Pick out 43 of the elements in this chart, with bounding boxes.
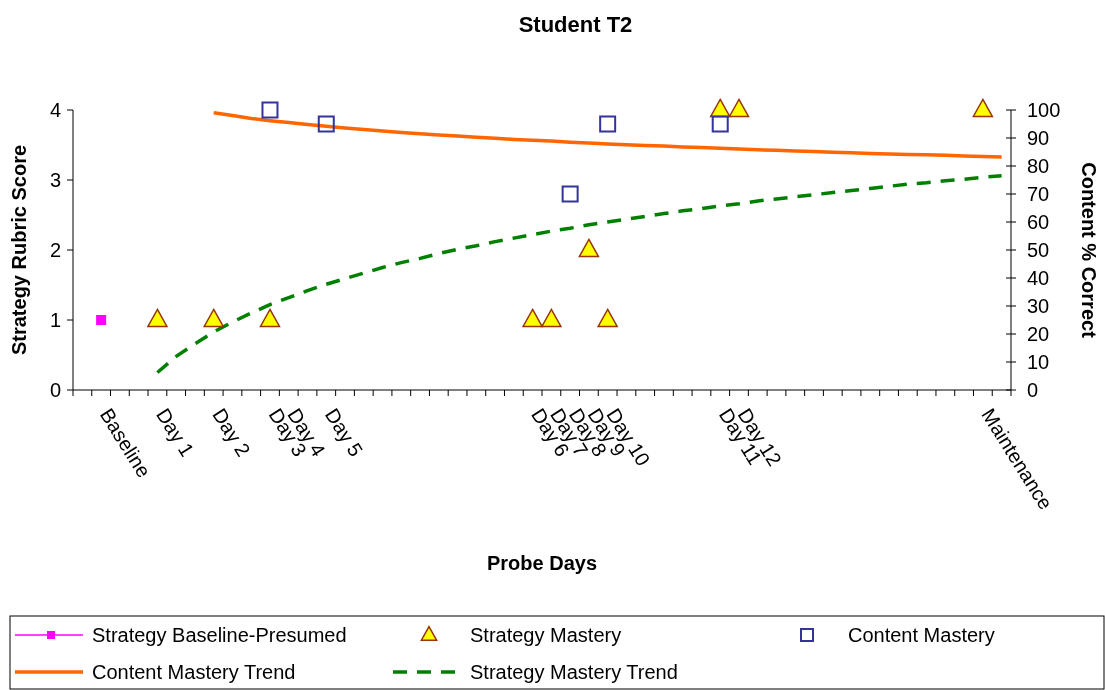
legend-label: Strategy Mastery: [470, 624, 622, 646]
legend-label: Strategy Mastery Trend: [470, 661, 678, 683]
point: [972, 98, 994, 118]
point: [711, 115, 729, 133]
point: [522, 308, 543, 328]
y2-tick-label: 80: [1027, 155, 1050, 177]
legend-label: Strategy Baseline-Presumed: [92, 624, 347, 646]
y2-tick-label: 20: [1027, 323, 1050, 345]
y2-tick-label: 100: [1027, 99, 1061, 121]
x-axis-title: Probe Days: [486, 552, 598, 574]
x-tick-label: Day 2: [208, 404, 255, 461]
y2-tick-label: 30: [1027, 295, 1050, 317]
y2-axis-title: Content % Correct: [1078, 162, 1100, 339]
legend-label: Content Mastery: [848, 624, 995, 646]
y2-tick-label: 10: [1027, 351, 1050, 373]
y-tick-label: 0: [49, 379, 61, 401]
y2-tick-label: 40: [1027, 267, 1050, 289]
y-tick-label: 4: [49, 99, 61, 121]
point: [561, 185, 579, 203]
point: [541, 308, 562, 328]
y2-tick-label: 0: [1027, 379, 1039, 401]
point: [261, 101, 279, 119]
point: [96, 315, 107, 325]
y2-tick-label: 50: [1027, 239, 1050, 261]
point: [728, 98, 750, 118]
point: [578, 238, 600, 258]
y2-tick-label: 70: [1027, 183, 1050, 205]
y2-tick-label: 90: [1027, 127, 1050, 149]
point: [597, 308, 618, 328]
x-tick-label: Day 1: [152, 404, 199, 461]
legend-label: Content Mastery Trend: [92, 661, 296, 683]
chart-title: Student T2: [518, 12, 633, 37]
y-axis-title: Strategy Rubric Score: [8, 144, 30, 356]
point: [259, 308, 281, 328]
point: [147, 308, 168, 328]
y-tick-label: 2: [49, 239, 61, 261]
point: [203, 308, 224, 328]
y2-tick-label: 60: [1027, 211, 1050, 233]
y-tick-label: 1: [49, 309, 61, 331]
point: [599, 115, 617, 133]
line-series: [155, 174, 1004, 375]
y-tick-label: 3: [49, 169, 61, 191]
point: [317, 115, 335, 133]
